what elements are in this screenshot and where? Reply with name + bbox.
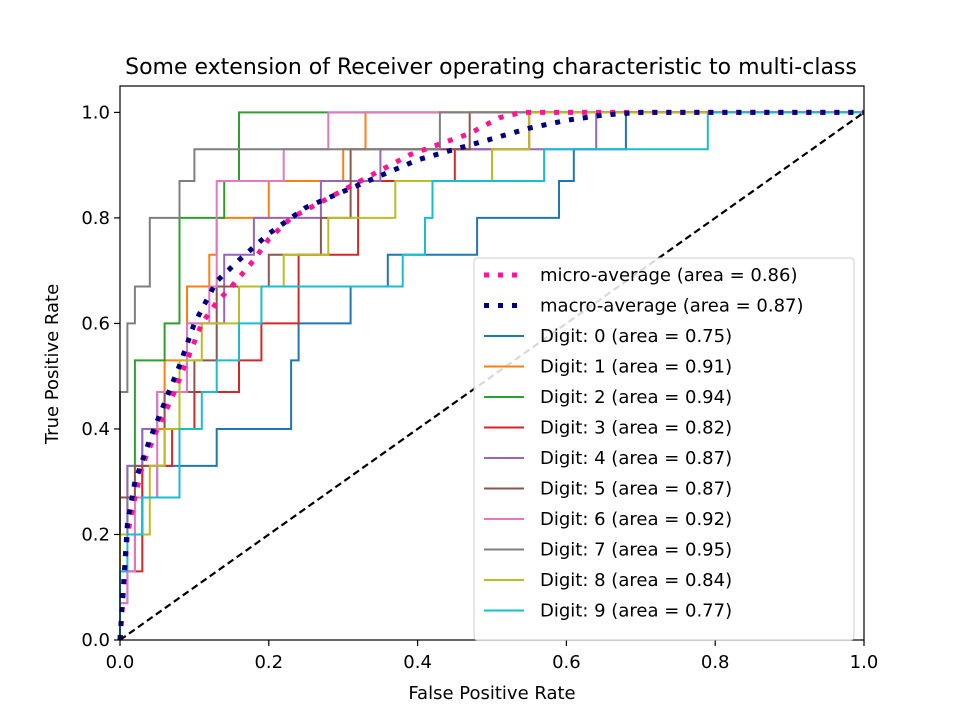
legend-label-digit-1: Digit: 1 (area = 0.91) — [540, 357, 732, 378]
legend-label-digit-5: Digit: 5 (area = 0.87) — [540, 479, 732, 500]
series-line-digit-8 — [119, 111, 864, 640]
x-tick-label: 0.6 — [552, 652, 581, 673]
x-tick-label: 0.0 — [106, 652, 135, 673]
y-tick-label: 0.8 — [81, 208, 110, 229]
legend-label-digit-4: Digit: 4 (area = 0.87) — [540, 448, 732, 469]
series-layer — [117, 109, 865, 641]
legend-label-digit-7: Digit: 7 (area = 0.95) — [540, 540, 732, 561]
x-tick-label: 0.2 — [254, 652, 283, 673]
y-tick-label: 0.4 — [81, 419, 110, 440]
series-line-macro-average — [117, 109, 864, 641]
legend-items: micro-average (area = 0.86) macro-average… — [484, 265, 804, 622]
y-tick-label: 0.2 — [81, 524, 110, 545]
series-line-digit-9 — [119, 111, 864, 640]
legend-label-macro-average: macro-average (area = 0.87) — [540, 296, 804, 317]
series-line-digit-7 — [119, 111, 864, 640]
legend-label-digit-2: Digit: 2 (area = 0.94) — [540, 387, 732, 408]
legend-label-digit-0: Digit: 0 (area = 0.75) — [540, 326, 732, 347]
legend-label-digit-3: Digit: 3 (area = 0.82) — [540, 418, 732, 439]
x-axis-label: False Positive Rate — [408, 683, 575, 704]
legend-box — [473, 257, 855, 641]
legend-label-digit-9: Digit: 9 (area = 0.77) — [540, 601, 732, 622]
legend-label-micro-average: micro-average (area = 0.86) — [540, 265, 797, 286]
y-tick-label: 0.0 — [81, 630, 110, 651]
y-axis-label: True Positive Rate — [42, 284, 63, 445]
legend-label-digit-8: Digit: 8 (area = 0.84) — [540, 570, 732, 591]
x-tick-label: 0.8 — [701, 652, 730, 673]
x-tick-label: 1.0 — [850, 652, 879, 673]
series-line-micro-average — [117, 109, 864, 641]
y-tick-label: 1.0 — [81, 102, 110, 123]
x-tick-label: 0.4 — [403, 652, 432, 673]
chart-title: Some extension of Receiver operating cha… — [125, 55, 857, 80]
x-axis-ticks: 0.0 0.2 0.4 0.6 0.8 1.0 — [106, 640, 879, 673]
legend-label-digit-6: Digit: 6 (area = 0.92) — [540, 509, 732, 530]
y-axis-ticks: 0.0 0.2 0.4 0.6 0.8 1.0 — [81, 102, 120, 651]
legend: micro-average (area = 0.86) macro-average… — [473, 257, 855, 641]
y-tick-label: 0.6 — [81, 313, 110, 334]
